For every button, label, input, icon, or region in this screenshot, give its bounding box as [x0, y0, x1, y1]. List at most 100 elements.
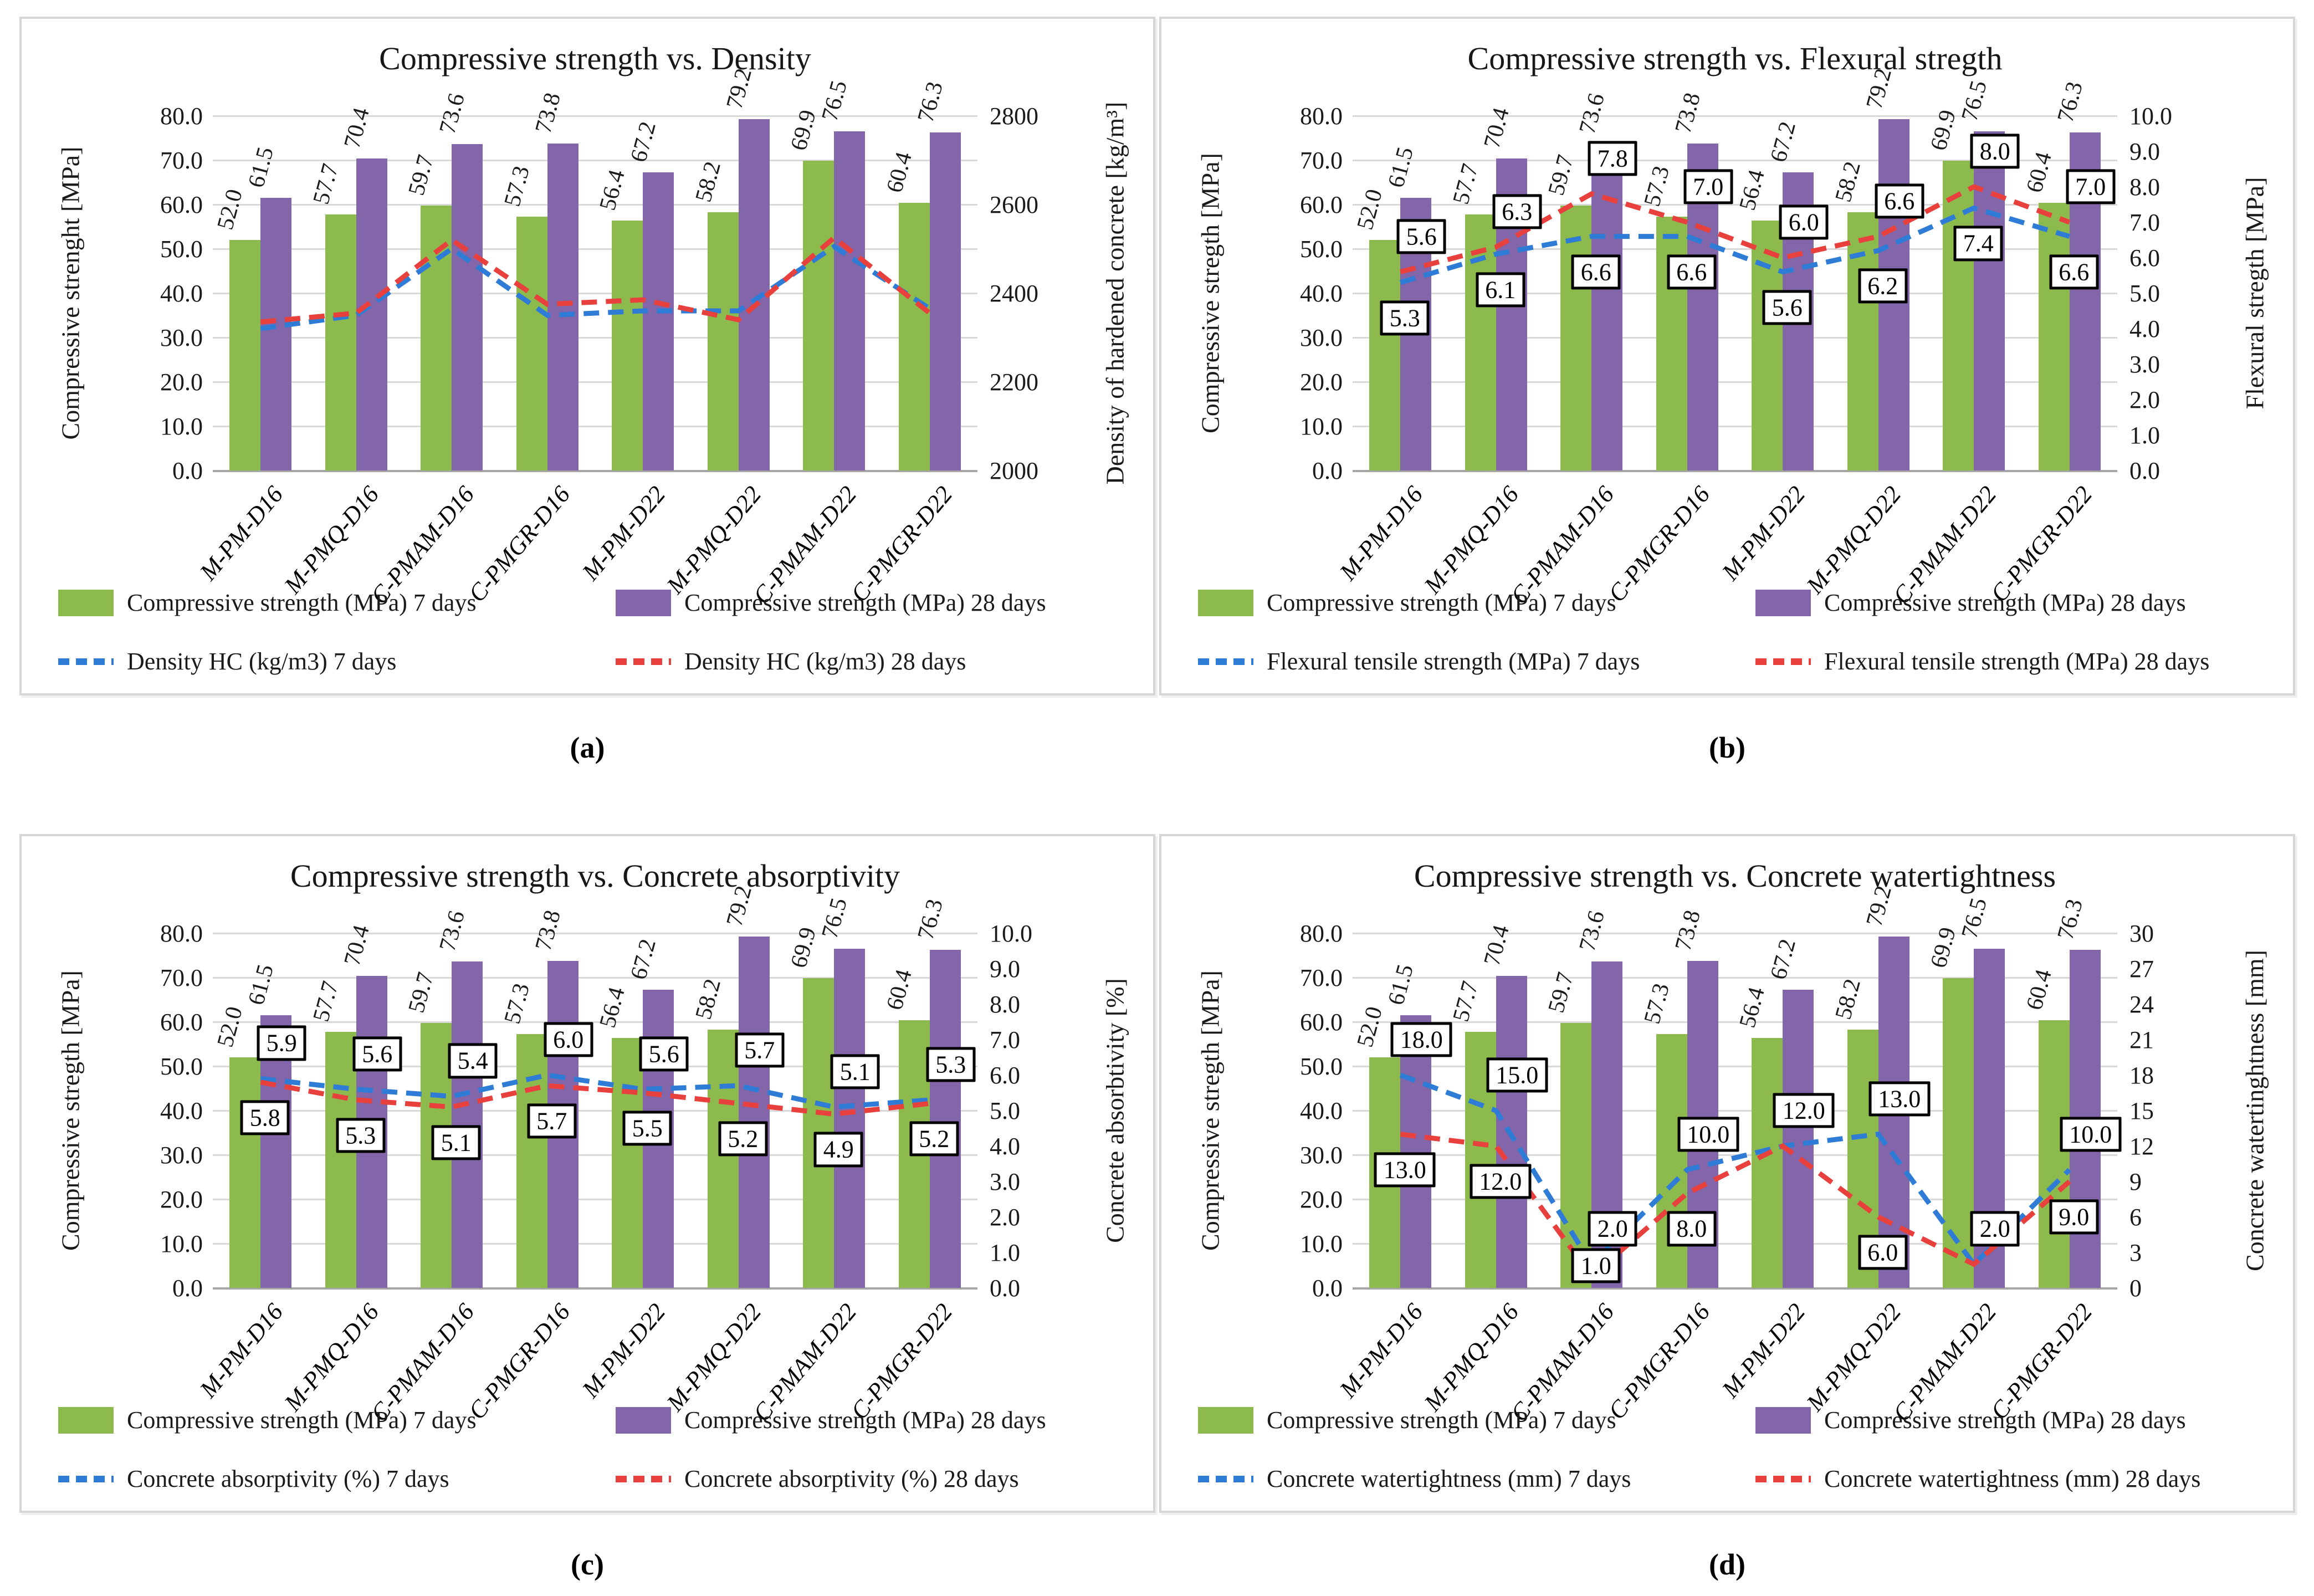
x-axis-label-M-PMQ-D22: M-PMQ-D22	[661, 480, 767, 599]
bar-28d-C-PMAM-D16	[452, 961, 483, 1288]
chart-title-b: Compressive strength vs. Flexural stregt…	[1467, 40, 2003, 76]
y-left-tick: 80.0	[160, 103, 203, 130]
legend-label: Concrete absorptivity (%) 7 days	[127, 1465, 449, 1492]
gridline	[1353, 337, 2117, 339]
x-axis-label-M-PM-D16: M-PM-D16	[1334, 480, 1429, 586]
legend-label: Compressive strength (MPa) 7 days	[1267, 589, 1616, 616]
gridline	[1353, 204, 2117, 206]
x-axis-label-M-PM-D22: M-PM-D22	[577, 1298, 671, 1403]
gridline	[213, 204, 977, 206]
y-right-tick: 4.0	[2129, 315, 2160, 342]
y-left-tick: 20.0	[160, 369, 203, 396]
line-label-28d-M-PM-D16: 13.0	[1374, 1152, 1436, 1188]
y-left-tick: 30.0	[1300, 324, 1343, 351]
chart-title-a: Compressive strength vs. Density	[379, 40, 811, 76]
x-axis-label-C-PMGR-D16: C-PMGR-D16	[463, 480, 576, 607]
legend-item: Compressive strength (MPa) 7 days	[1198, 1406, 1616, 1434]
y-left-tick: 60.0	[1300, 191, 1343, 218]
gridline	[213, 1154, 977, 1156]
y-right-tick: 21	[2129, 1026, 2154, 1053]
x-axis-line	[1353, 470, 2117, 472]
line-label-7d-M-PM-D22: 5.6	[1762, 289, 1812, 325]
y-right-tick: 18	[2129, 1062, 2154, 1089]
legend-label: Compressive strength (MPa) 28 days	[1824, 589, 2186, 616]
line-label-7d-M-PMQ-D16: 15.0	[1486, 1057, 1548, 1093]
legend-bar-swatch	[58, 1406, 114, 1434]
gridline	[213, 1021, 977, 1023]
y-right-tick: 5.0	[990, 1097, 1020, 1124]
gridline	[213, 1243, 977, 1245]
y-left-tick: 30.0	[160, 1142, 203, 1169]
x-axis-line	[213, 1287, 977, 1290]
line-label-7d-C-PMAM-D16: 5.4	[448, 1043, 498, 1079]
y-right-axis-title: Density of hardened concrete [kg/m³]	[1100, 101, 1129, 485]
panel-a: Compressive strength vs. Density 80.0 70.0…	[19, 17, 1155, 695]
y-right-tick: 5.0	[2129, 280, 2160, 307]
y-right-tick: 7.0	[2129, 209, 2160, 236]
y-right-tick: 3.0	[2129, 351, 2160, 378]
gridline	[213, 381, 977, 383]
line-label-28d-C-PMAM-D22: 8.0	[1970, 134, 2020, 169]
legend-line-swatch	[616, 658, 671, 665]
panel-caption-d: (d)	[1709, 1548, 1745, 1581]
legend-item: Compressive strength (MPa) 7 days	[58, 589, 477, 617]
y-left-tick: 20.0	[1300, 1186, 1343, 1213]
y-right-axis-title: Concrete absorbtivity [%]	[1100, 978, 1129, 1243]
y-left-tick: 10.0	[1300, 413, 1343, 440]
y-right-tick: 30	[2129, 920, 2154, 947]
legend-line-swatch	[1198, 1475, 1253, 1482]
legend-label: Compressive strength (MPa) 7 days	[127, 1406, 477, 1434]
legend-label: Concrete absorptivity (%) 28 days	[684, 1465, 1019, 1492]
panel-caption-b: (b)	[1709, 731, 1745, 764]
legend-item: Flexural tensile strength (MPa) 7 days	[1198, 647, 1640, 676]
y-right-tick: 2200	[990, 369, 1038, 396]
bar-7d-M-PMQ-D16	[325, 214, 356, 470]
line-label-7d-C-PMAM-D16: 2.0	[1588, 1211, 1637, 1246]
y-left-tick: 40.0	[160, 280, 203, 307]
panel-c: Compressive strength vs. Concrete absorp…	[19, 834, 1155, 1513]
line-label-28d-M-PM-D22: 6.0	[1779, 204, 1829, 240]
gridline	[1353, 933, 2117, 934]
bar-28d-M-PM-D16	[260, 1015, 292, 1288]
y-right-tick: 2400	[990, 280, 1038, 307]
bar-7d-M-PM-D22	[612, 220, 643, 470]
y-left-tick: 70.0	[160, 964, 203, 991]
bar-28d-C-PMAM-D16	[452, 144, 483, 470]
line-label-28d-M-PMQ-D16: 5.3	[336, 1118, 386, 1153]
legend-line-swatch	[58, 658, 114, 665]
line-7d	[1399, 1072, 2071, 1268]
line-label-7d-M-PMQ-D16: 5.6	[352, 1036, 402, 1072]
line-label-7d-M-PM-D22: 12.0	[1773, 1093, 1835, 1128]
gridline	[1353, 426, 2117, 427]
legend-item: Compressive strength (MPa) 28 days	[1755, 589, 2186, 617]
y-left-tick: 40.0	[1300, 280, 1343, 307]
y-left-tick: 10.0	[160, 1230, 203, 1257]
y-right-tick: 8.0	[2129, 173, 2160, 201]
legend-item: Density HC (kg/m3) 7 days	[58, 647, 396, 676]
gridline	[1353, 1110, 2117, 1112]
legend-label: Compressive strength (MPa) 28 days	[684, 1406, 1046, 1434]
y-right-tick: 2.0	[2129, 386, 2160, 413]
legend-label: Concrete watertightness (mm) 7 days	[1267, 1465, 1631, 1492]
y-right-tick: 4.0	[990, 1133, 1020, 1160]
gridline	[1353, 381, 2117, 383]
legend-bar-swatch	[1755, 589, 1811, 616]
gridline	[1353, 160, 2117, 161]
legend-label: Compressive strength (MPa) 7 days	[127, 589, 477, 616]
bar-28d-C-PMGR-D22	[929, 132, 961, 470]
y-right-tick: 7.0	[990, 1026, 1020, 1053]
line-label-28d-C-PMAM-D16: 1.0	[1571, 1248, 1621, 1283]
legend-line-swatch	[1198, 658, 1253, 665]
x-axis-label-C-PMGR-D16: C-PMGR-D16	[1603, 480, 1716, 607]
legend-item: Density HC (kg/m3) 28 days	[616, 647, 966, 676]
bar-7d-M-PM-D16	[1369, 240, 1401, 470]
y-left-tick: 10.0	[160, 413, 203, 440]
gridline	[1353, 1021, 2117, 1023]
line-label-7d-C-PMGR-D22: 10.0	[2060, 1117, 2122, 1152]
gridline	[213, 1110, 977, 1112]
y-left-axis-title: Compressive strenght [MPa]	[56, 146, 85, 440]
y-right-tick: 24	[2129, 991, 2154, 1018]
legend-label: Density HC (kg/m3) 28 days	[684, 648, 966, 675]
y-left-tick: 50.0	[160, 236, 203, 263]
